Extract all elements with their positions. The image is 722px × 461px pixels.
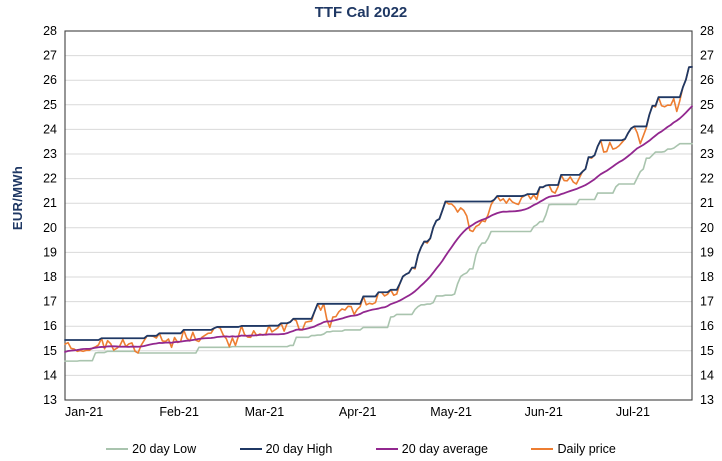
svg-text:18: 18 bbox=[43, 270, 57, 284]
svg-text:28: 28 bbox=[700, 24, 714, 38]
svg-text:27: 27 bbox=[43, 49, 57, 63]
svg-text:27: 27 bbox=[700, 49, 714, 63]
svg-text:20: 20 bbox=[700, 221, 714, 235]
svg-text:Jun-21: Jun-21 bbox=[525, 405, 563, 419]
svg-text:22: 22 bbox=[43, 172, 57, 186]
svg-text:14: 14 bbox=[43, 368, 57, 382]
svg-text:14: 14 bbox=[700, 368, 714, 382]
svg-text:17: 17 bbox=[700, 295, 714, 309]
svg-text:Apr-21: Apr-21 bbox=[339, 405, 377, 419]
svg-text:28: 28 bbox=[43, 24, 57, 38]
svg-text:17: 17 bbox=[43, 295, 57, 309]
svg-text:16: 16 bbox=[700, 319, 714, 333]
svg-text:25: 25 bbox=[700, 98, 714, 112]
svg-text:26: 26 bbox=[43, 73, 57, 87]
svg-text:13: 13 bbox=[700, 393, 714, 407]
svg-text:21: 21 bbox=[700, 196, 714, 210]
svg-text:15: 15 bbox=[700, 344, 714, 358]
svg-text:18: 18 bbox=[700, 270, 714, 284]
svg-text:16: 16 bbox=[43, 319, 57, 333]
svg-text:23: 23 bbox=[43, 147, 57, 161]
svg-text:20: 20 bbox=[43, 221, 57, 235]
svg-text:25: 25 bbox=[43, 98, 57, 112]
svg-text:26: 26 bbox=[700, 73, 714, 87]
svg-text:13: 13 bbox=[43, 393, 57, 407]
svg-text:23: 23 bbox=[700, 147, 714, 161]
svg-text:15: 15 bbox=[43, 344, 57, 358]
svg-text:May-21: May-21 bbox=[430, 405, 472, 419]
svg-text:21: 21 bbox=[43, 196, 57, 210]
svg-text:Jul-21: Jul-21 bbox=[616, 405, 650, 419]
svg-text:Feb-21: Feb-21 bbox=[159, 405, 199, 419]
svg-text:24: 24 bbox=[700, 122, 714, 136]
svg-text:24: 24 bbox=[43, 122, 57, 136]
svg-text:22: 22 bbox=[700, 172, 714, 186]
svg-text:Jan-21: Jan-21 bbox=[65, 405, 103, 419]
svg-text:19: 19 bbox=[43, 245, 57, 259]
svg-text:19: 19 bbox=[700, 245, 714, 259]
svg-text:Mar-21: Mar-21 bbox=[245, 405, 285, 419]
